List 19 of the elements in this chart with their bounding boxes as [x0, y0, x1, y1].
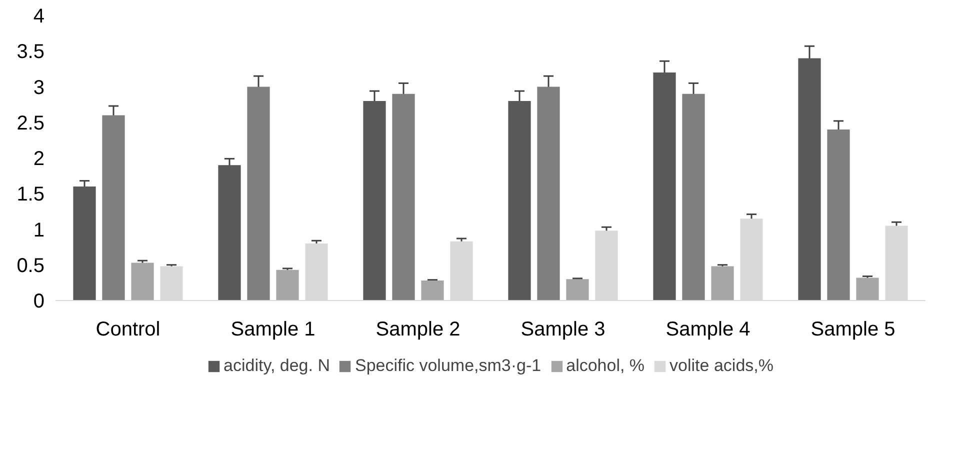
- legend-label: acidity, deg. N: [224, 356, 330, 376]
- legend-label: volite acids,%: [670, 356, 774, 376]
- x-tick-label: Sample 3: [520, 318, 606, 340]
- x-tick-label: Sample 1: [230, 318, 316, 340]
- x-tick-label: Sample 2: [376, 318, 460, 340]
- x-tick-label: Sample 5: [810, 318, 896, 340]
- y-tick-label: 1.5: [16, 184, 45, 206]
- x-tick-label: Control: [96, 318, 160, 340]
- legend-label: alcohol, %: [566, 356, 645, 376]
- y-tick-label: 3: [33, 76, 44, 99]
- y-tick-label: 1: [33, 219, 44, 242]
- y-tick-label: 2: [33, 148, 44, 170]
- x-tick-label: Sample 4: [666, 318, 750, 340]
- y-tick-label: 2.5: [16, 112, 45, 134]
- y-tick-label: 0: [33, 290, 44, 312]
- legend-label: Specific volume,sm3·g-1: [354, 356, 542, 376]
- y-tick-label: 3.5: [16, 41, 45, 64]
- y-tick-label: 4: [33, 6, 44, 28]
- y-tick-label: 0.5: [16, 254, 45, 277]
